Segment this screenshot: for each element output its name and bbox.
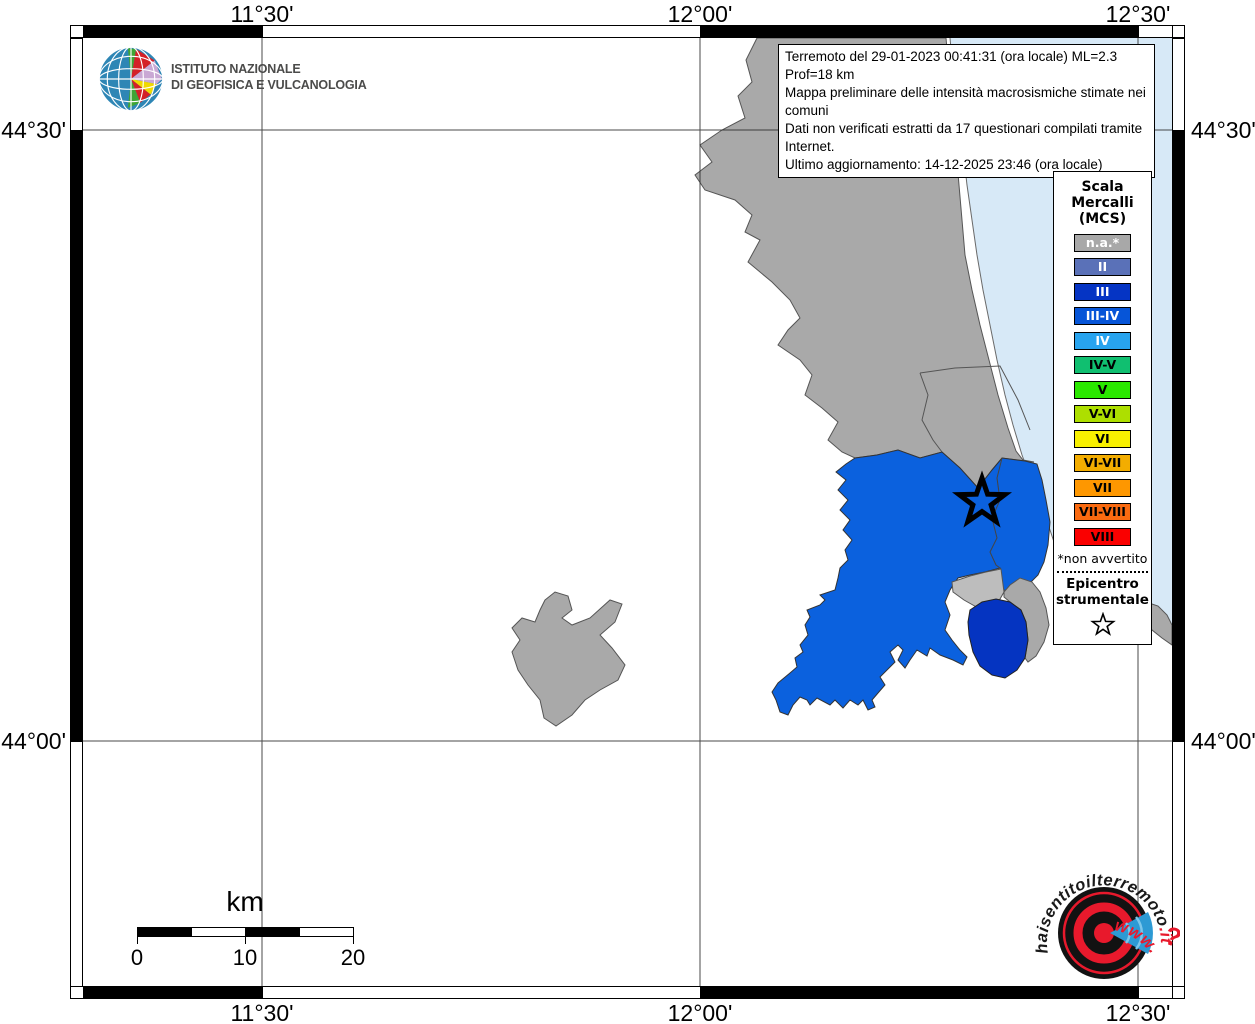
axis-label-left-lat1: 44°30' <box>1 117 66 143</box>
scalebar-tick <box>245 936 246 944</box>
na-municipality-polygon-small[interactable] <box>951 568 1005 610</box>
frame-segment <box>1172 130 1185 742</box>
legend-divider <box>1057 570 1148 573</box>
frame-segment <box>1172 38 1185 131</box>
axis-label-right-lat2: 44°00' <box>1191 728 1255 754</box>
frame-segment <box>1172 741 1185 987</box>
info-line-event: Terremoto del 29-01-2023 00:41:31 (ora l… <box>785 49 1118 82</box>
legend-item-iii[interactable]: III <box>1074 282 1131 301</box>
scalebar-segment <box>191 927 246 937</box>
municipality-polygon-iii-iv[interactable] <box>771 449 1051 716</box>
frame-corner <box>70 986 84 999</box>
legend-item-vi[interactable]: VI <box>1074 429 1131 448</box>
municipal-boundary-line <box>919 365 1031 431</box>
municipal-boundary-line <box>919 372 943 453</box>
na-municipality-polygon-isolated[interactable] <box>511 591 626 727</box>
haisentitoilterremoto-logo[interactable]: haisentitoilterremoto .it www. ? <box>1028 855 1180 1007</box>
scalebar-segment <box>137 927 192 937</box>
axis-label-top-lon1: 11°30' <box>230 1 294 27</box>
logo-beam-wave <box>1135 916 1143 950</box>
legend-title: Scala Mercalli (MCS) <box>1071 179 1134 227</box>
logo-center-dot <box>1094 923 1114 943</box>
scalebar-tick <box>137 936 138 944</box>
mercalli-legend: Scala Mercalli (MCS) n.a.* II III III-IV… <box>1053 171 1152 645</box>
frame-segment <box>70 38 83 131</box>
logo-beam-wave <box>1124 922 1131 944</box>
axis-label-top-lon3: 12°30' <box>1105 1 1171 27</box>
ingv-name: ISTITUTO NAZIONALE DI GEOFISICA E VULCAN… <box>171 62 367 93</box>
frame-segment <box>262 986 701 999</box>
municipality-polygon-iii[interactable] <box>967 598 1029 679</box>
frame-segment <box>70 130 83 742</box>
scalebar-segment <box>299 927 354 937</box>
legend-item-v-vi[interactable]: V-VI <box>1074 405 1131 423</box>
axis-label-top-lon2: 12°00' <box>667 1 733 27</box>
scalebar-label-20: 20 <box>340 945 366 970</box>
map-canvas[interactable] <box>83 38 1172 986</box>
frame-corner <box>1172 25 1185 38</box>
municipal-boundary-line <box>989 457 1003 569</box>
frame-corner <box>70 25 84 38</box>
scalebar-unit: km <box>226 886 264 917</box>
legend-item-iv-v[interactable]: IV-V <box>1074 356 1131 374</box>
axis-label-bottom-lon3: 12°30' <box>1105 1000 1171 1024</box>
ingv-globe-logo <box>98 46 164 112</box>
legend-item-iii-iv[interactable]: III-IV <box>1074 307 1131 325</box>
ingv-name-line2: DI GEOFISICA E VULCANOLOGIA <box>171 77 367 92</box>
frame-segment <box>83 986 263 999</box>
earthquake-info-box: Terremoto del 29-01-2023 00:41:31 (ora l… <box>778 44 1155 178</box>
legend-item-na[interactable]: n.a.* <box>1074 233 1131 252</box>
scalebar-tick <box>353 936 354 944</box>
legend-footnote: *non avvertito <box>1057 550 1148 566</box>
frame-segment <box>262 25 701 38</box>
frame-segment <box>70 741 83 987</box>
legend-item-vii[interactable]: VII <box>1074 478 1131 497</box>
scalebar-label-10: 10 <box>232 945 258 970</box>
legend-item-vi-vii[interactable]: VI-VII <box>1074 454 1131 472</box>
axis-label-left-lat2: 44°00' <box>1 728 66 754</box>
scalebar-label-0: 0 <box>130 945 144 970</box>
logo-beam-icon <box>1110 912 1153 954</box>
legend-item-vii-viii[interactable]: VII-VIII <box>1074 503 1131 521</box>
frame-segment <box>700 25 1139 38</box>
legend-item-viii[interactable]: VIII <box>1074 527 1131 546</box>
ingv-name-line1: ISTITUTO NAZIONALE <box>171 62 301 76</box>
legend-item-v[interactable]: V <box>1074 380 1131 399</box>
epicenter-star-icon <box>1089 611 1116 636</box>
axis-label-bottom-lon2: 12°00' <box>667 1000 733 1024</box>
legend-item-ii[interactable]: II <box>1074 258 1131 276</box>
info-line-updated: Ultimo aggiornamento: 14-12-2025 23:46 (… <box>785 157 1103 172</box>
legend-item-iv[interactable]: IV <box>1074 331 1131 350</box>
info-line-data: Dati non verificati estratti da 17 quest… <box>785 121 1143 154</box>
legend-epicenter-title: Epicentro strumentale <box>1056 575 1149 608</box>
axis-label-right-lat1: 44°30' <box>1191 117 1255 143</box>
info-line-map: Mappa preliminare delle intensità macros… <box>785 85 1146 118</box>
epicenter-star-marker[interactable] <box>951 470 1013 528</box>
scalebar-segment <box>245 927 300 937</box>
axis-label-bottom-lon1: 11°30' <box>230 1000 294 1024</box>
